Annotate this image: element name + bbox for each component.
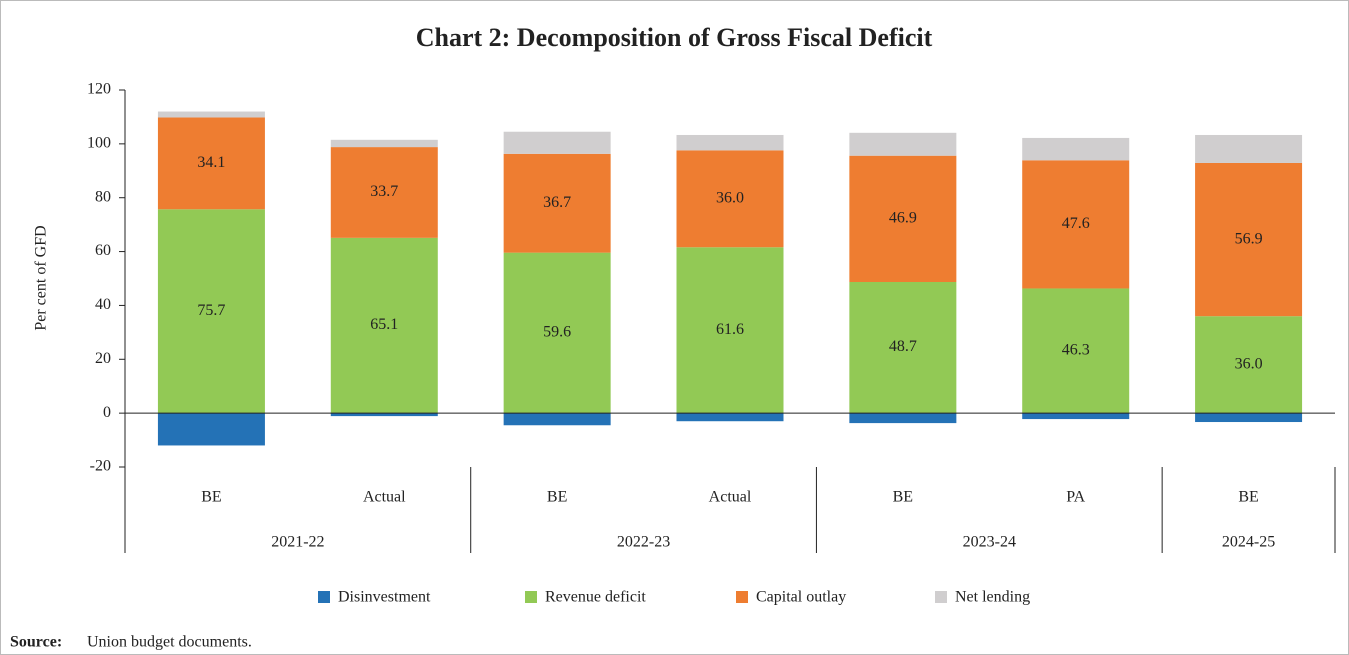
legend-label: Revenue deficit [545, 589, 646, 606]
bar-segment [330, 413, 438, 417]
x-tick-label: Actual [363, 489, 406, 506]
group-label: 2022-23 [617, 534, 670, 551]
bar-segment [330, 237, 438, 414]
data-label: 33.7 [370, 183, 398, 200]
y-tick-label: 0 [103, 404, 111, 421]
bar-segment [1022, 413, 1130, 420]
group-label: 2024-25 [1222, 534, 1275, 551]
group-label: 2021-22 [271, 534, 324, 551]
y-tick-label: 40 [95, 296, 111, 313]
bar-segment [676, 134, 784, 151]
data-label: 46.3 [1062, 341, 1090, 358]
y-tick-label: 120 [87, 81, 111, 98]
bar-segment [1195, 316, 1303, 414]
bar-segment [503, 252, 611, 414]
legend-label: Disinvestment [338, 589, 431, 606]
bar-segment [1022, 137, 1130, 161]
y-tick-label: -20 [90, 458, 111, 475]
legend-swatch [736, 591, 748, 603]
data-label: 36.0 [1235, 355, 1263, 372]
bar-segment [157, 209, 265, 414]
bar-segment [503, 153, 611, 253]
data-label: 48.7 [889, 338, 917, 355]
bar-segment [676, 413, 784, 422]
y-tick-label: 80 [95, 188, 111, 205]
y-tick-label: 100 [87, 135, 111, 152]
bar-segment [849, 282, 957, 414]
legend-swatch [318, 591, 330, 603]
y-tick-label: 60 [95, 242, 111, 259]
bar-segment [503, 131, 611, 154]
data-label: 61.6 [716, 321, 744, 338]
data-label: 34.1 [197, 154, 225, 171]
bar-segment [157, 117, 265, 210]
bar-segment [330, 147, 438, 238]
legend-label: Capital outlay [756, 589, 846, 606]
legend-swatch [525, 591, 537, 603]
bar-segment [676, 150, 784, 248]
source-label: Source: [10, 634, 62, 651]
data-label: 47.6 [1062, 215, 1090, 232]
bar-segment [1195, 413, 1303, 423]
data-label: 36.0 [716, 189, 744, 206]
bar-segment [157, 413, 265, 446]
bar-segment [676, 247, 784, 414]
group-label: 2023-24 [963, 534, 1016, 551]
bar-segment [1022, 160, 1130, 289]
legend-label: Net lending [955, 589, 1030, 606]
data-label: 36.7 [543, 194, 571, 211]
x-tick-label: Actual [709, 489, 752, 506]
bar-segment [1022, 288, 1130, 414]
bar-segment [157, 111, 265, 118]
data-label: 65.1 [370, 316, 398, 333]
bar-segment [849, 132, 957, 156]
data-label: 56.9 [1235, 230, 1263, 247]
data-label: 59.6 [543, 324, 571, 341]
data-label: 75.7 [197, 302, 225, 319]
bar-segment [849, 155, 957, 283]
bar-segment [330, 139, 438, 148]
x-tick-label: PA [1066, 489, 1085, 506]
data-label: 46.9 [889, 210, 917, 227]
bar-segment [1195, 162, 1303, 317]
y-tick-label: 20 [95, 350, 111, 367]
x-tick-label: BE [201, 489, 221, 506]
legend-swatch [935, 591, 947, 603]
bar-segment [1195, 134, 1303, 163]
x-tick-label: BE [547, 489, 567, 506]
bar-segment [849, 413, 957, 424]
source-text: Union budget documents. [87, 634, 252, 651]
bar-segment [503, 413, 611, 426]
y-axis-label: Per cent of GFD [33, 225, 50, 330]
x-tick-label: BE [1238, 489, 1258, 506]
chart-title: Chart 2: Decomposition of Gross Fiscal D… [416, 23, 933, 52]
x-tick-label: BE [893, 489, 913, 506]
